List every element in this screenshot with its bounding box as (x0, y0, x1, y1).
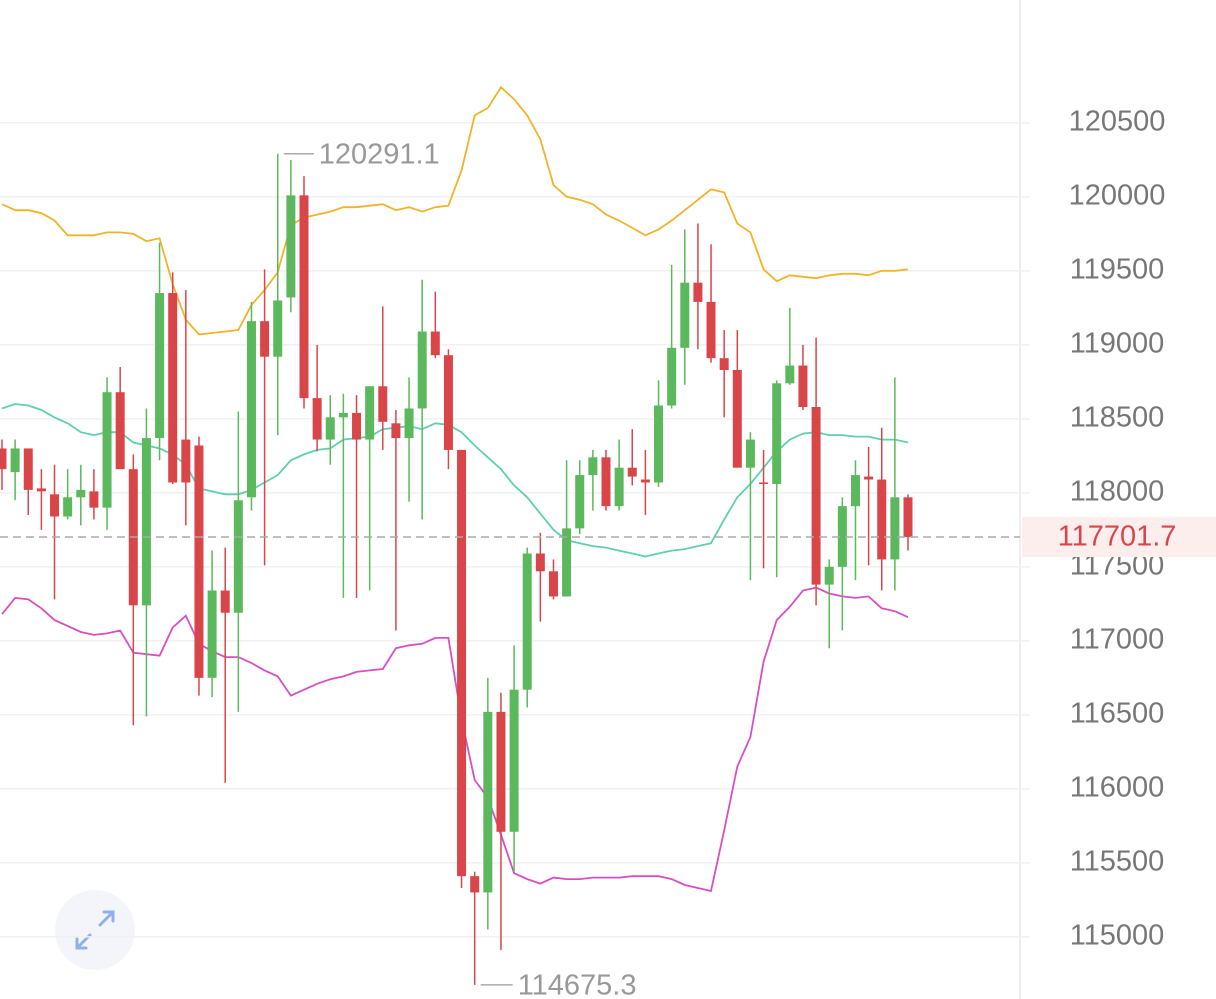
candle-body (693, 282, 703, 302)
candle-body (535, 553, 545, 572)
candle-body (903, 497, 913, 537)
candle-body (76, 489, 86, 498)
candle-body (260, 321, 270, 357)
candle-body (378, 386, 388, 422)
candle-body (89, 491, 99, 508)
candle-body (207, 590, 217, 678)
candle-body (36, 488, 46, 492)
candle-body (496, 711, 506, 832)
candle-body (63, 497, 73, 517)
y-tick-label: 120500 (1069, 105, 1166, 137)
candle-body (890, 497, 900, 560)
candle-body (194, 445, 204, 678)
candle-body (877, 479, 887, 560)
candle-body (470, 876, 480, 893)
last-price-label: 117701.7 (1058, 521, 1177, 553)
candle-body (562, 528, 572, 597)
candle-body (522, 553, 532, 690)
candle-body (365, 386, 375, 440)
candle-body (220, 590, 230, 613)
candle-body (50, 494, 60, 517)
y-tick-label: 116500 (1070, 697, 1165, 729)
candle-body (141, 438, 151, 606)
expand-button-bg[interactable] (55, 890, 135, 970)
candle-body (0, 448, 7, 470)
y-tick-label: 115000 (1070, 919, 1165, 951)
candle-body (102, 392, 112, 508)
y-tick-label: 118500 (1070, 401, 1165, 433)
candle-body (719, 358, 729, 370)
candle-body (286, 195, 296, 298)
y-tick-label: 116000 (1070, 771, 1165, 803)
candle-body (640, 479, 650, 483)
last-price-tag (1022, 516, 1216, 557)
candle-body (391, 423, 401, 439)
candle-body (10, 448, 20, 473)
candle-body (246, 321, 256, 498)
max-label: 120291.1 (319, 138, 440, 170)
candle-body (811, 407, 821, 585)
candle-body (772, 383, 782, 484)
candle-body (233, 500, 243, 613)
y-tick-label: 118000 (1070, 475, 1165, 507)
candle-body (299, 195, 309, 399)
candle-body (404, 408, 414, 439)
candle-body (759, 482, 769, 484)
candle-body (850, 475, 860, 507)
candle-body (273, 300, 283, 357)
candles (0, 153, 913, 985)
candle-body (627, 467, 637, 477)
grid (0, 122, 1030, 938)
candle-body (155, 293, 165, 439)
candle-body (745, 439, 755, 468)
candle-body (417, 331, 427, 409)
candle-body (168, 293, 178, 483)
band-line (1, 85, 909, 336)
min-label: 114675.3 (518, 970, 637, 999)
candle-body (706, 301, 716, 359)
candle-body (680, 282, 690, 348)
y-tick-label: 120000 (1069, 179, 1166, 211)
candle-body (732, 370, 742, 468)
band-line (1, 403, 909, 558)
candle-body (824, 566, 834, 585)
candle-body (837, 506, 847, 567)
candle-body (785, 365, 795, 384)
candle-body (325, 417, 335, 440)
band-line (1, 586, 909, 893)
expand-icon[interactable] (75, 910, 115, 950)
candle-body (864, 476, 874, 480)
candle-body (181, 439, 191, 483)
y-tick-label: 115500 (1070, 845, 1165, 877)
candle-body (588, 457, 598, 476)
y-tick-label: 119500 (1070, 253, 1165, 285)
candle-body (115, 392, 125, 470)
candle-body (601, 457, 611, 507)
candle-body (548, 571, 558, 597)
candle-body (443, 355, 453, 450)
candle-body (430, 331, 440, 356)
candle-body (483, 711, 493, 893)
candle-body (23, 448, 33, 490)
candle-body (312, 398, 322, 440)
candle-body (509, 689, 519, 832)
candle-body (352, 412, 362, 440)
candle-body (667, 347, 677, 406)
expand-button[interactable] (55, 890, 135, 970)
candle-body (654, 405, 664, 483)
candle-body (338, 412, 348, 418)
candle-body (457, 449, 467, 877)
candle-body (798, 365, 808, 407)
y-tick-label: 117000 (1070, 623, 1165, 655)
y-tick-label: 119000 (1070, 327, 1165, 359)
candle-body (614, 467, 624, 507)
candle-body (575, 475, 585, 529)
